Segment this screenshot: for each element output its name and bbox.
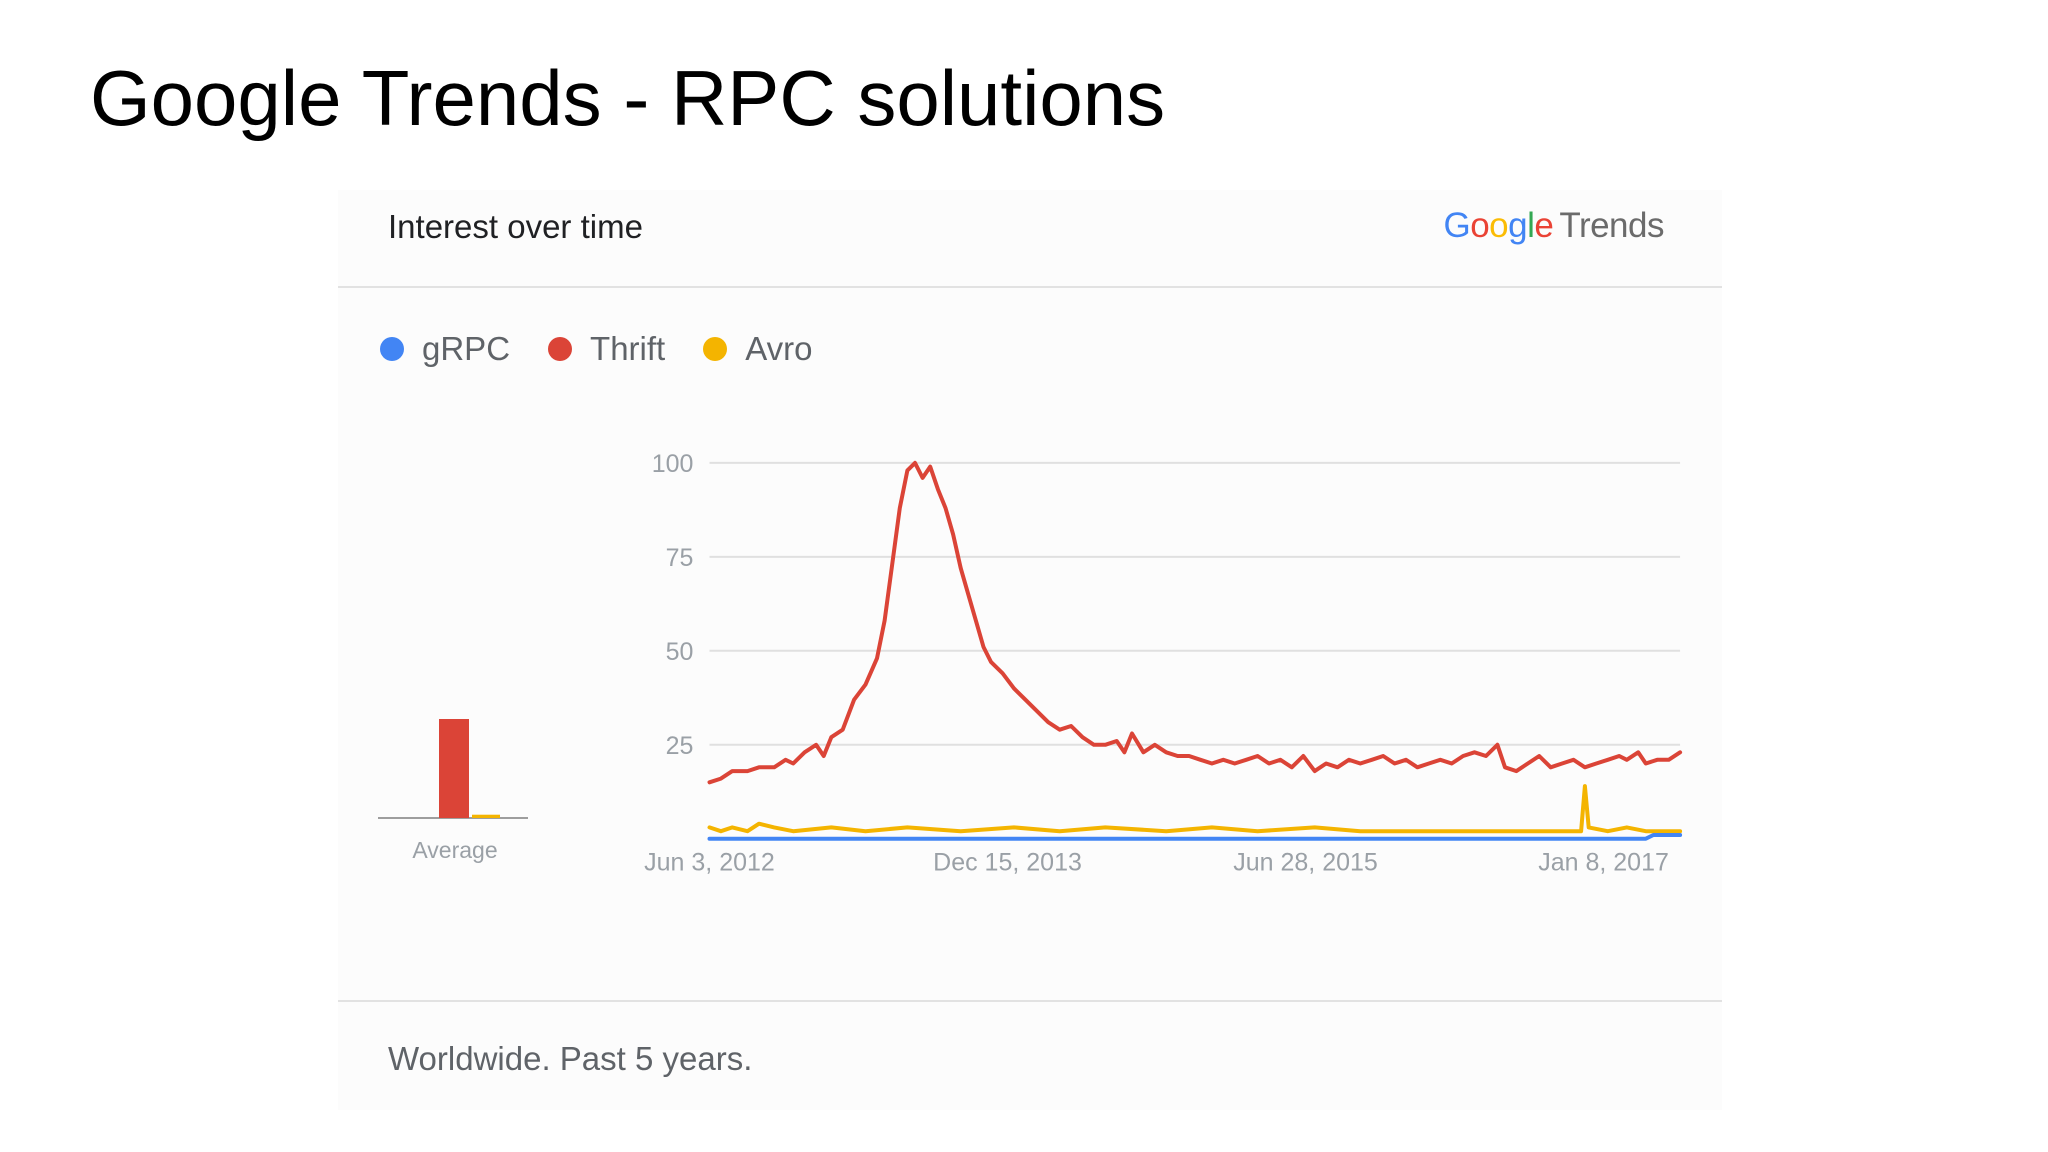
y-tick-label-25: 25 bbox=[666, 732, 694, 760]
interest-chart: Average 25 50 75 100 Jun 3, 2012 Dec 15, 2013 J… bbox=[378, 450, 1683, 876]
card-header: Interest over time Google Trends bbox=[338, 190, 1722, 288]
trends-card: Interest over time Google Trends gRPC Thr… bbox=[338, 190, 1722, 1110]
card-footer: Worldwide. Past 5 years. bbox=[338, 1000, 1722, 1112]
legend: gRPC Thrift Avro bbox=[380, 324, 812, 374]
series-line-thrift bbox=[707, 460, 1683, 785]
legend-label-avro: Avro bbox=[745, 330, 813, 367]
legend-dot-grpc bbox=[380, 337, 404, 361]
y-tick-label-50: 50 bbox=[666, 638, 694, 666]
legend-item-thrift[interactable]: Thrift bbox=[548, 330, 665, 368]
x-tick-label-4: Jan 8, 2017 bbox=[1538, 848, 1669, 876]
legend-item-avro[interactable]: Avro bbox=[703, 330, 812, 368]
legend-label-thrift: Thrift bbox=[590, 330, 666, 367]
average-bar-thrift bbox=[439, 719, 469, 818]
x-tick-label-1: Jun 3, 2012 bbox=[644, 848, 775, 876]
x-tick-label-3: Jun 28, 2015 bbox=[1233, 848, 1378, 876]
slide-title: Google Trends - RPC solutions bbox=[90, 54, 1166, 142]
legend-dot-avro bbox=[703, 337, 728, 361]
average-bar-avro bbox=[472, 814, 500, 818]
card-title: Interest over time bbox=[388, 208, 643, 245]
x-tick-label-2: Dec 15, 2013 bbox=[933, 848, 1082, 876]
google-trends-logo: Google Trends bbox=[1443, 206, 1664, 245]
legend-label-grpc: gRPC bbox=[422, 330, 511, 367]
legend-dot-thrift bbox=[548, 337, 573, 361]
legend-item-grpc[interactable]: gRPC bbox=[380, 330, 510, 368]
series-line-grpc bbox=[707, 833, 1683, 841]
y-tick-label-75: 75 bbox=[666, 544, 694, 572]
series-line-avro bbox=[707, 784, 1683, 834]
footer-text: Worldwide. Past 5 years. bbox=[388, 1040, 753, 1077]
y-tick-label-100: 100 bbox=[652, 450, 694, 478]
average-label: Average bbox=[412, 837, 497, 863]
